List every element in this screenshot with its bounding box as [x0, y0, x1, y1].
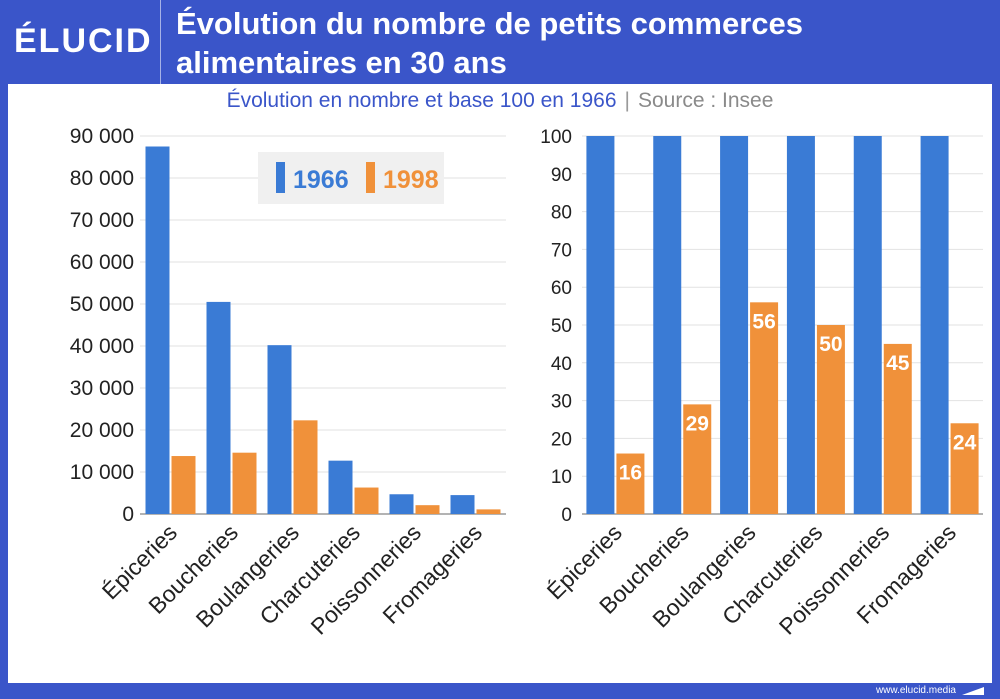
y-tick-label: 90 000 — [70, 125, 134, 148]
data-label: 45 — [886, 352, 910, 375]
bar-1966 — [720, 136, 749, 514]
bar-1998 — [950, 423, 979, 514]
bar-1966 — [653, 136, 682, 514]
y-tick-label: 70 000 — [70, 209, 134, 232]
y-tick-label: 80 — [551, 203, 572, 224]
bar-1998 — [232, 452, 257, 514]
legend-swatch-1966 — [276, 162, 285, 193]
y-tick-label: 0 — [122, 503, 134, 526]
y-tick-label: 60 000 — [70, 251, 134, 274]
y-tick-label: 10 000 — [70, 461, 134, 484]
y-tick-label: 20 — [551, 429, 572, 450]
y-tick-label: 0 — [561, 505, 572, 526]
legend-label-1998: 1998 — [383, 166, 439, 194]
bar-1966 — [450, 495, 475, 514]
y-tick-label: 10 — [551, 467, 572, 488]
bar-1998 — [750, 302, 779, 514]
header: ÉLUCID Évolution du nombre de petits com… — [0, 0, 1000, 84]
data-label: 50 — [819, 333, 842, 356]
header-divider — [160, 0, 161, 84]
bar-1998 — [354, 487, 379, 514]
chart-panel: Évolution en nombre et base 100 en 1966 |… — [8, 84, 992, 683]
bar-1966 — [267, 345, 292, 514]
bar-1966 — [145, 146, 170, 514]
subtitle-source: Source : Insee — [638, 89, 774, 112]
y-tick-label: 80 000 — [70, 167, 134, 190]
data-label: 29 — [686, 412, 709, 435]
y-tick-label: 50 000 — [70, 293, 134, 316]
bar-1998 — [883, 343, 912, 514]
data-label: 24 — [953, 431, 977, 454]
legend-box — [258, 152, 444, 204]
elucid-mark-icon — [962, 687, 984, 695]
footer-url[interactable]: www.elucid.media — [875, 685, 956, 696]
y-tick-label: 40 000 — [70, 335, 134, 358]
title-line-1: Évolution du nombre de petits commerces — [176, 6, 804, 41]
bar-1998 — [683, 404, 712, 514]
bar-1998 — [816, 325, 845, 514]
page-title: Évolution du nombre de petits commerces … — [176, 4, 976, 82]
y-tick-label: 70 — [551, 240, 572, 261]
subtitle-main: Évolution en nombre et base 100 en 1966 — [226, 89, 617, 112]
legend: 1966 1998 — [258, 152, 444, 204]
y-tick-label: 60 — [551, 278, 572, 299]
bar-1998 — [476, 509, 501, 514]
legend-label-1966: 1966 — [293, 166, 349, 194]
legend-swatch-1998 — [366, 162, 375, 193]
subtitle-separator: | — [624, 89, 630, 112]
charts-svg: 0 10 000 20 000 30 000 40 000 50 000 60 000 70 … — [70, 125, 983, 640]
chart-2: 010203040506070809010016Épiceries29Bouch… — [540, 127, 983, 640]
bar-1998 — [293, 420, 318, 514]
subtitle: Évolution en nombre et base 100 en 1966 |… — [8, 88, 992, 114]
bar-1966 — [206, 301, 231, 514]
bar-1966 — [920, 136, 949, 514]
title-line-2: alimentaires en 30 ans — [176, 45, 507, 80]
bar-1998 — [171, 456, 196, 514]
bar-1966 — [786, 136, 815, 514]
bar-1966 — [389, 494, 414, 514]
chart-1: 0 10 000 20 000 30 000 40 000 50 000 60 000 70 … — [70, 125, 506, 640]
bar-1966 — [328, 460, 353, 514]
y-tick-label: 90 — [551, 165, 572, 186]
y-tick-label: 30 — [551, 392, 572, 413]
y-tick-label: 40 — [551, 354, 572, 375]
y-tick-label: 100 — [540, 127, 572, 148]
bar-1966 — [586, 136, 615, 514]
data-label: 56 — [752, 310, 775, 333]
y-tick-label: 30 000 — [70, 377, 134, 400]
bar-1998 — [415, 505, 440, 514]
data-label: 16 — [619, 462, 642, 485]
bar-1998 — [616, 453, 645, 514]
bar-1966 — [853, 136, 882, 514]
y-tick-label: 20 000 — [70, 419, 134, 442]
elucid-logo: ÉLUCID — [14, 22, 153, 60]
y-tick-label: 50 — [551, 316, 572, 337]
